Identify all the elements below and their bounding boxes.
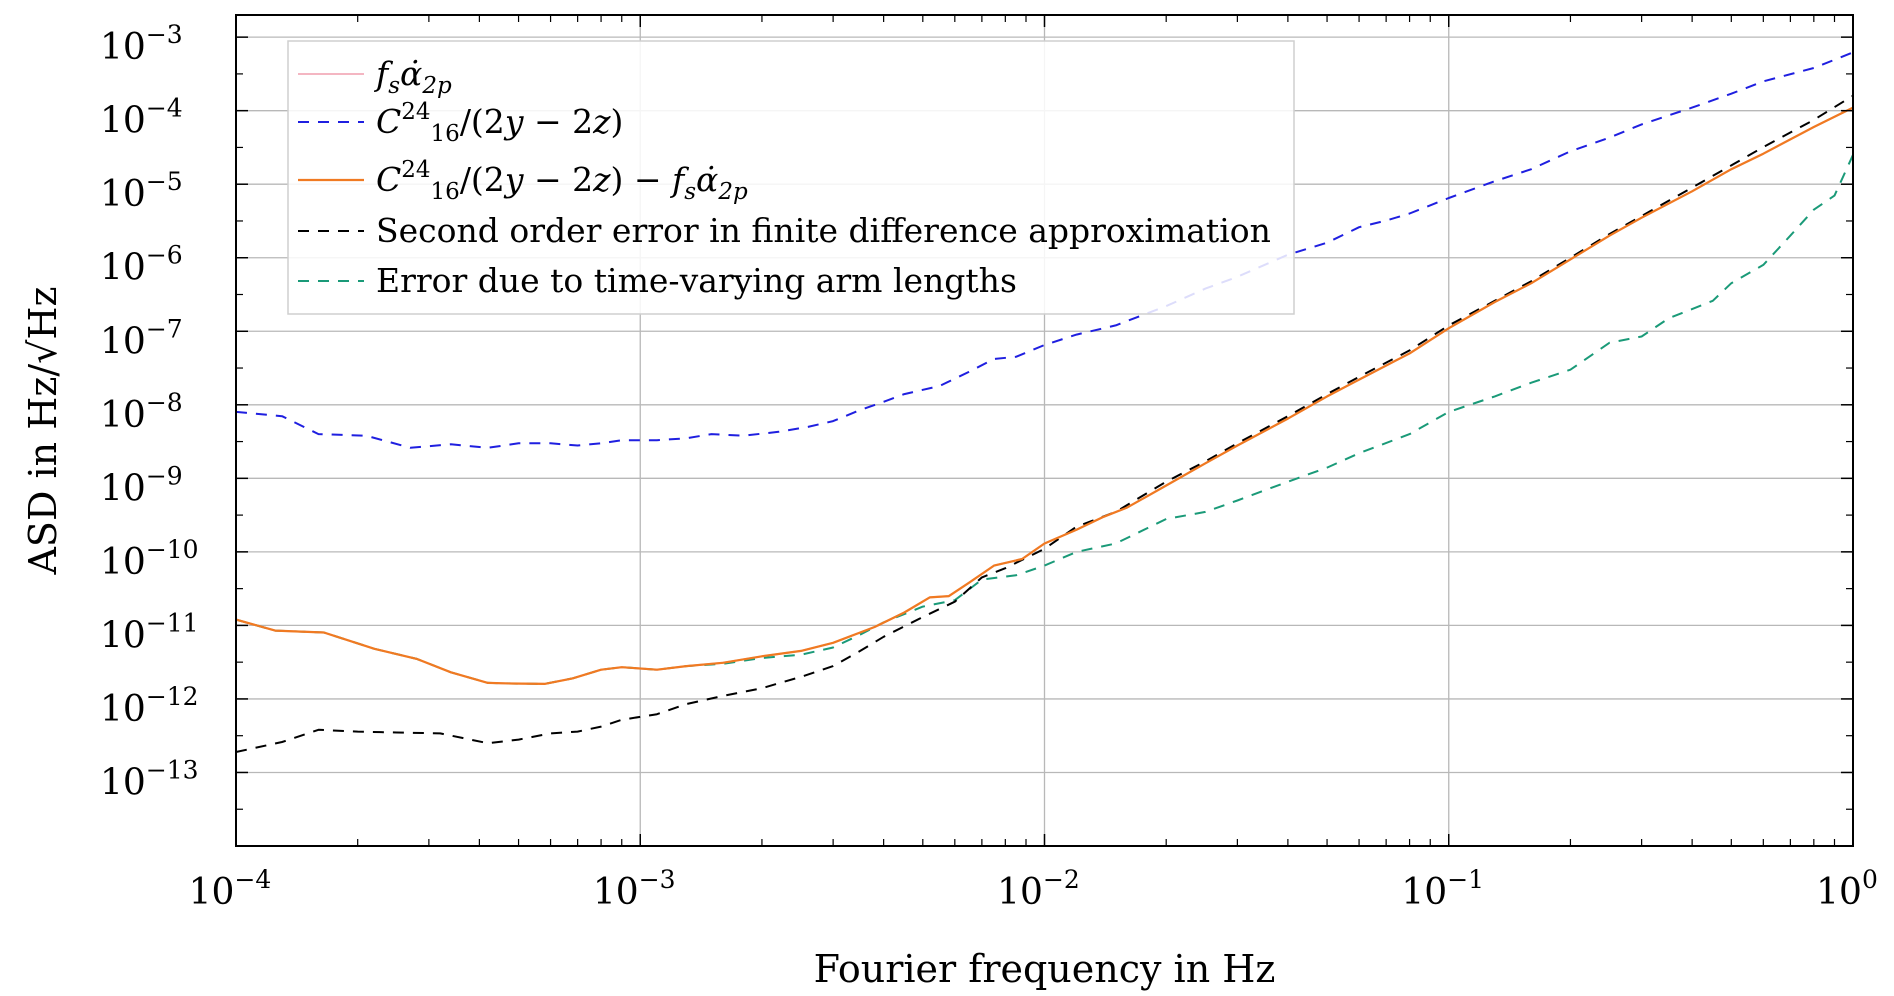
legend-text-part: s: [388, 73, 400, 99]
y-tick-base: 10: [100, 321, 146, 362]
y-tick-exponent: −9: [146, 461, 183, 490]
series-line-3: [235, 94, 1854, 753]
x-tick-label: 10−4: [189, 865, 272, 913]
legend-text-part: /(2: [460, 160, 505, 199]
x-axis-label: Fourier frequency in Hz: [814, 947, 1276, 991]
series-line-1: [235, 51, 1854, 449]
y-tick-exponent: −12: [146, 682, 199, 711]
y-tick-base: 10: [100, 689, 146, 730]
legend-text-part: Error due to time-varying arm lengths: [376, 261, 1017, 300]
y-tick-label: 10−7: [100, 314, 183, 362]
y-tick-base: 10: [100, 542, 146, 583]
legend-text-part: ) −: [611, 160, 673, 199]
legend-text-part: z: [592, 102, 611, 141]
legend-label-4: Error due to time-varying arm lengths: [376, 261, 1017, 300]
x-tick-label: 100: [1816, 865, 1878, 913]
x-tick-label: 10−2: [997, 865, 1080, 913]
y-axis-label: ASD in Hz/√Hz: [21, 286, 65, 575]
legend-text-part: s: [684, 179, 696, 205]
legend-text-part: − 2: [523, 160, 593, 199]
y-tick-exponent: −6: [146, 241, 183, 270]
legend-text-part: − 2: [523, 102, 593, 141]
legend-text-part: C: [376, 160, 401, 199]
x-tick-base: 10: [1816, 872, 1862, 913]
legend-text-part: y: [503, 102, 524, 141]
y-tick-label: 10−12: [100, 682, 199, 730]
x-tick-base: 10: [189, 872, 235, 913]
y-tick-base: 10: [100, 395, 146, 436]
x-tick-exponent: −4: [234, 865, 271, 894]
x-tick-exponent: −1: [1447, 865, 1484, 894]
y-tick-exponent: −4: [146, 94, 183, 123]
y-tick-base: 10: [100, 101, 146, 142]
legend-text-part: 16: [431, 121, 460, 147]
y-tick-exponent: −3: [146, 20, 183, 49]
x-tick-base: 10: [593, 872, 639, 913]
y-tick-exponent: −8: [146, 388, 183, 417]
legend-text-part: 2p: [421, 73, 452, 99]
y-tick-label: 10−11: [100, 608, 199, 656]
axis-ticks: [235, 15, 1854, 846]
legend-text-part: α̇: [696, 160, 718, 199]
y-tick-base: 10: [100, 27, 146, 68]
legend-text-part: /(2: [460, 102, 505, 141]
x-tick-exponent: 0: [1862, 865, 1878, 894]
y-tick-base: 10: [100, 248, 146, 289]
y-tick-exponent: −13: [146, 755, 199, 784]
y-tick-exponent: −7: [146, 314, 183, 343]
y-tick-exponent: −10: [146, 535, 199, 564]
series-layer: [235, 51, 1854, 753]
y-tick-exponent: −11: [146, 608, 199, 637]
y-tick-label: 10−3: [100, 20, 183, 68]
y-tick-label: 10−6: [100, 241, 183, 289]
legend-label-1: C2416/(2y − 2z): [376, 99, 623, 147]
legend-text-part: Second order error in finite difference …: [376, 211, 1271, 250]
y-tick-label: 10−13: [100, 755, 199, 803]
x-tick-exponent: −2: [1043, 865, 1080, 894]
legend-text-part: C: [376, 102, 401, 141]
legend-text-part: z: [592, 160, 611, 199]
legend-text-part: 24: [401, 99, 430, 125]
x-tick-label: 10−3: [593, 865, 676, 913]
tick-labels: 10−4 10−3 10−2 10−1 10010−1310−1210−1110−101…: [100, 20, 1878, 913]
x-tick-exponent: −3: [639, 865, 676, 894]
legend-text-part: 16: [431, 179, 460, 205]
y-tick-label: 10−10: [100, 535, 199, 583]
legend-text-part: 2p: [717, 179, 748, 205]
y-tick-base: 10: [100, 468, 146, 509]
y-tick-base: 10: [100, 762, 146, 803]
y-tick-label: 10−9: [100, 461, 183, 509]
x-tick-base: 10: [997, 872, 1043, 913]
series-line-2: [235, 106, 1854, 686]
legend-text-part: y: [503, 160, 524, 199]
y-tick-exponent: −5: [146, 167, 183, 196]
legend-text-part: ): [611, 102, 624, 141]
y-tick-label: 10−8: [100, 388, 183, 436]
y-tick-base: 10: [100, 174, 146, 215]
y-tick-label: 10−4: [100, 94, 183, 142]
legend-label-3: Second order error in finite difference …: [376, 211, 1271, 250]
legend-text-part: α̇: [400, 54, 422, 93]
legend-text-part: 24: [401, 157, 430, 183]
y-tick-label: 10−5: [100, 167, 183, 215]
y-tick-base: 10: [100, 615, 146, 656]
x-tick-label: 10−1: [1401, 865, 1484, 913]
legend-label-2: C2416/(2y − 2z) − fsα̇2p: [376, 157, 748, 205]
x-tick-base: 10: [1401, 872, 1447, 913]
legend-box: [287, 40, 1295, 315]
